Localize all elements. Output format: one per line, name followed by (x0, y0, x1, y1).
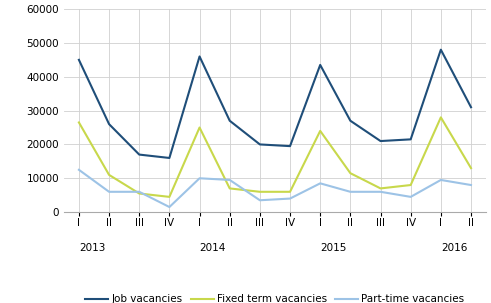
Job vacancies (106, 122, 112, 126)
Job vacancies (287, 144, 293, 148)
Job vacancies (166, 156, 172, 160)
Job vacancies (136, 153, 142, 156)
Job vacancies (468, 105, 474, 109)
Fixed term vacancies (348, 171, 354, 175)
Part-time vacancies (438, 178, 444, 182)
Text: 2015: 2015 (320, 243, 347, 253)
Part-time vacancies (468, 183, 474, 187)
Part-time vacancies (196, 176, 202, 180)
Job vacancies (408, 138, 413, 141)
Text: 2013: 2013 (79, 243, 105, 253)
Part-time vacancies (287, 197, 293, 200)
Fixed term vacancies (408, 183, 413, 187)
Fixed term vacancies (106, 173, 112, 177)
Line: Part-time vacancies: Part-time vacancies (79, 170, 471, 207)
Fixed term vacancies (166, 195, 172, 199)
Part-time vacancies (76, 168, 82, 171)
Part-time vacancies (227, 178, 233, 182)
Job vacancies (257, 143, 263, 146)
Part-time vacancies (106, 190, 112, 194)
Job vacancies (76, 58, 82, 62)
Job vacancies (438, 48, 444, 52)
Job vacancies (378, 139, 383, 143)
Part-time vacancies (136, 190, 142, 194)
Fixed term vacancies (468, 166, 474, 170)
Line: Job vacancies: Job vacancies (79, 50, 471, 158)
Fixed term vacancies (287, 190, 293, 194)
Job vacancies (227, 119, 233, 122)
Fixed term vacancies (317, 129, 323, 133)
Fixed term vacancies (438, 115, 444, 119)
Part-time vacancies (378, 190, 383, 194)
Part-time vacancies (166, 205, 172, 209)
Text: 2016: 2016 (441, 243, 467, 253)
Fixed term vacancies (227, 187, 233, 190)
Fixed term vacancies (378, 187, 383, 190)
Fixed term vacancies (257, 190, 263, 194)
Job vacancies (196, 55, 202, 58)
Fixed term vacancies (196, 126, 202, 129)
Part-time vacancies (257, 198, 263, 202)
Legend: Job vacancies, Fixed term vacancies, Part-time vacancies: Job vacancies, Fixed term vacancies, Par… (81, 290, 469, 303)
Job vacancies (317, 63, 323, 67)
Line: Fixed term vacancies: Fixed term vacancies (79, 117, 471, 197)
Part-time vacancies (348, 190, 354, 194)
Part-time vacancies (317, 181, 323, 185)
Text: 2014: 2014 (199, 243, 226, 253)
Fixed term vacancies (76, 121, 82, 124)
Job vacancies (348, 119, 354, 122)
Fixed term vacancies (136, 192, 142, 195)
Part-time vacancies (408, 195, 413, 199)
